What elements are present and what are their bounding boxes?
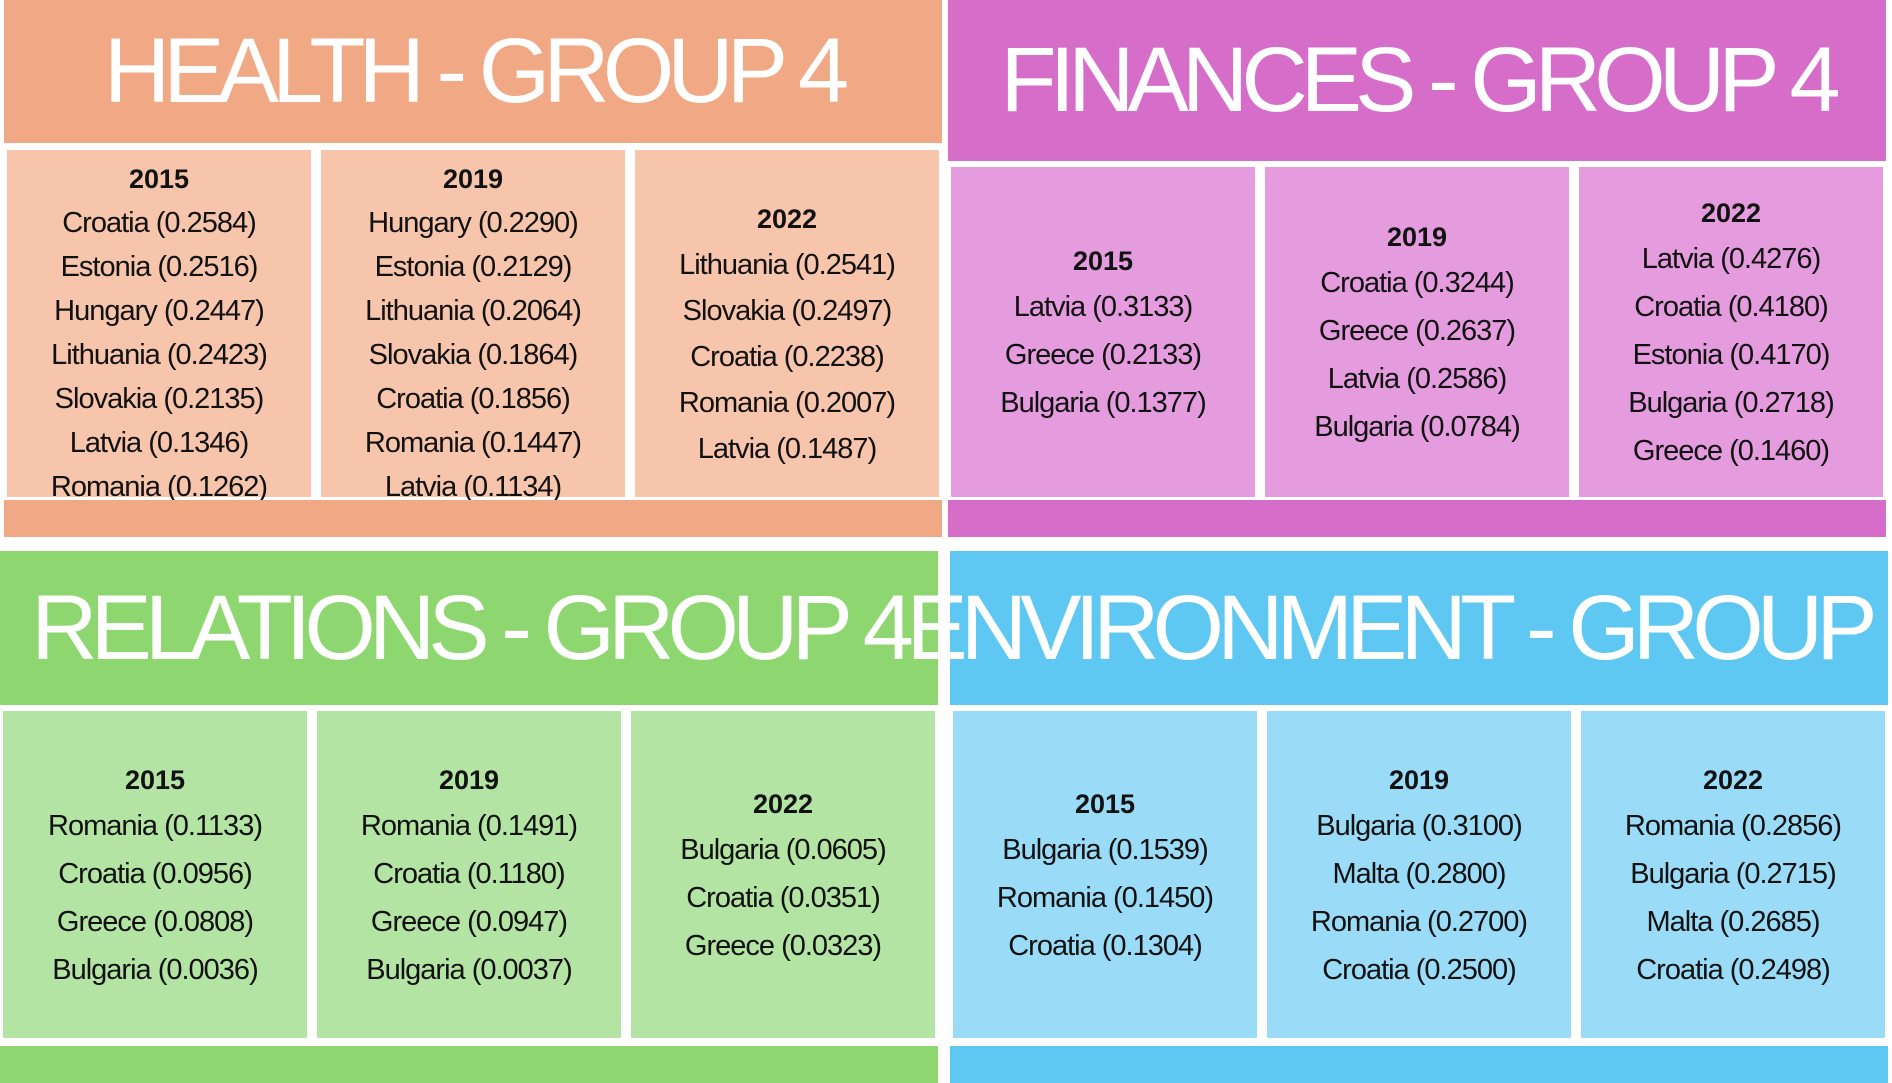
environment-bottom-bar	[950, 1046, 1888, 1083]
year-label: 2019	[1388, 764, 1450, 795]
list-item: Croatia (0.1180)	[373, 857, 565, 890]
finances-panel: FINANCES - GROUP 4 2015 Latvia (0.3133) …	[948, 0, 1886, 537]
list-item: Hungary (0.2447)	[54, 295, 265, 327]
list-item: Latvia (0.4276)	[1641, 243, 1821, 275]
list-item: Lithuania (0.2541)	[679, 249, 896, 281]
list-item: Bulgaria (0.0784)	[1314, 411, 1520, 443]
health-columns: 2015 Croatia (0.2584) Estonia (0.2516) H…	[4, 147, 942, 503]
list-item: Latvia (0.1346)	[69, 427, 249, 459]
finances-bottom-bar	[948, 500, 1886, 537]
list-item: Greece (0.0947)	[370, 905, 568, 938]
list-item: Greece (0.2133)	[1004, 339, 1202, 371]
year-label: 2019	[442, 164, 504, 194]
year-label: 2022	[1702, 764, 1764, 795]
list-item: Lithuania (0.2064)	[365, 295, 582, 327]
year-label: 2022	[756, 204, 818, 234]
list-item: Croatia (0.2584)	[62, 207, 257, 239]
list-item: Malta (0.2685)	[1646, 905, 1821, 938]
list-item: Croatia (0.2238)	[690, 341, 885, 373]
finances-col-2022: 2022 Latvia (0.4276) Croatia (0.4180) Es…	[1576, 164, 1886, 500]
list-item: Lithuania (0.2423)	[51, 339, 268, 371]
list-item: Croatia (0.3244)	[1320, 267, 1515, 299]
year-label: 2019	[1386, 222, 1448, 252]
environment-col-2022: 2022 Romania (0.2856) Bulgaria (0.2715) …	[1578, 708, 1888, 1041]
list-item: Croatia (0.2500)	[1322, 953, 1517, 986]
relations-columns: 2015 Romania (0.1133) Croatia (0.0956) G…	[0, 708, 938, 1041]
list-item: Romania (0.2856)	[1624, 809, 1842, 842]
environment-columns: 2015 Bulgaria (0.1539) Romania (0.1450) …	[950, 708, 1888, 1041]
list-item: Romania (0.1447)	[364, 427, 582, 459]
health-col-2015: 2015 Croatia (0.2584) Estonia (0.2516) H…	[4, 147, 314, 503]
relations-col-2019: 2019 Romania (0.1491) Croatia (0.1180) G…	[314, 708, 624, 1041]
environment-title: ENVIRONMENT - GROUP 4	[906, 551, 1892, 705]
list-item: Latvia (0.2586)	[1327, 363, 1507, 395]
list-item: Croatia (0.0351)	[686, 881, 881, 914]
list-item: Slovakia (0.2497)	[682, 295, 893, 327]
year-label: 2015	[128, 164, 190, 194]
relations-col-2022: 2022 Bulgaria (0.0605) Croatia (0.0351) …	[628, 708, 938, 1041]
list-item: Hungary (0.2290)	[368, 207, 579, 239]
list-item: Bulgaria (0.0037)	[366, 953, 572, 986]
list-item: Estonia (0.2516)	[60, 251, 259, 283]
list-item: Croatia (0.2498)	[1636, 953, 1831, 986]
year-label: 2019	[438, 764, 500, 795]
list-item: Bulgaria (0.1539)	[1002, 833, 1208, 866]
list-item: Estonia (0.4170)	[1632, 339, 1831, 371]
list-item: Estonia (0.2129)	[374, 251, 573, 283]
list-item: Greece (0.1460)	[1632, 435, 1830, 467]
year-label: 2015	[1074, 788, 1136, 819]
relations-panel: RELATIONS - GROUP 4 2015 Romania (0.1133…	[0, 551, 938, 1083]
year-label: 2015	[1072, 246, 1134, 276]
list-item: Romania (0.1262)	[50, 471, 268, 503]
list-item: Croatia (0.1856)	[376, 383, 571, 415]
list-item: Croatia (0.0956)	[58, 857, 253, 890]
list-item: Slovakia (0.1864)	[368, 339, 579, 371]
health-col-2019: 2019 Hungary (0.2290) Estonia (0.2129) L…	[318, 147, 628, 503]
list-item: Bulgaria (0.2718)	[1628, 387, 1834, 419]
finances-title: FINANCES - GROUP 4	[948, 0, 1886, 161]
list-item: Malta (0.2800)	[1332, 857, 1507, 890]
health-bottom-bar	[4, 500, 942, 537]
year-label: 2022	[1700, 198, 1762, 228]
list-item: Romania (0.2700)	[1310, 905, 1528, 938]
list-item: Slovakia (0.2135)	[54, 383, 265, 415]
finances-col-2019: 2019 Croatia (0.3244) Greece (0.2637) La…	[1262, 164, 1572, 500]
list-item: Bulgaria (0.3100)	[1316, 809, 1522, 842]
list-item: Bulgaria (0.0036)	[52, 953, 258, 986]
list-item: Greece (0.0323)	[684, 929, 882, 962]
list-item: Greece (0.2637)	[1318, 315, 1516, 347]
list-item: Romania (0.1133)	[48, 809, 263, 842]
list-item: Romania (0.1450)	[996, 881, 1214, 914]
list-item: Romania (0.1491)	[360, 809, 578, 842]
list-item: Latvia (0.1134)	[384, 471, 562, 503]
health-col-2022: 2022 Lithuania (0.2541) Slovakia (0.2497…	[632, 147, 942, 500]
relations-bottom-bar	[0, 1046, 938, 1083]
list-item: Bulgaria (0.1377)	[1000, 387, 1206, 419]
list-item: Romania (0.2007)	[678, 387, 896, 419]
list-item: Croatia (0.1304)	[1008, 929, 1203, 962]
finances-columns: 2015 Latvia (0.3133) Greece (0.2133) Bul…	[948, 164, 1886, 500]
health-panel: HEALTH - GROUP 4 2015 Croatia (0.2584) E…	[4, 0, 942, 537]
health-title: HEALTH - GROUP 4	[4, 0, 942, 143]
year-label: 2022	[752, 788, 814, 819]
relations-title: RELATIONS - GROUP 4	[0, 551, 938, 705]
environment-col-2015: 2015 Bulgaria (0.1539) Romania (0.1450) …	[950, 708, 1260, 1041]
list-item: Bulgaria (0.2715)	[1630, 857, 1836, 890]
year-label: 2015	[124, 764, 186, 795]
relations-col-2015: 2015 Romania (0.1133) Croatia (0.0956) G…	[0, 708, 310, 1041]
finances-col-2015: 2015 Latvia (0.3133) Greece (0.2133) Bul…	[948, 164, 1258, 500]
environment-col-2019: 2019 Bulgaria (0.3100) Malta (0.2800) Ro…	[1264, 708, 1574, 1041]
environment-panel: ENVIRONMENT - GROUP 4 2015 Bulgaria (0.1…	[906, 551, 1892, 1083]
list-item: Latvia (0.1487)	[697, 433, 877, 465]
list-item: Croatia (0.4180)	[1634, 291, 1829, 323]
list-item: Bulgaria (0.0605)	[680, 833, 886, 866]
list-item: Greece (0.0808)	[56, 905, 254, 938]
list-item: Latvia (0.3133)	[1013, 291, 1193, 323]
